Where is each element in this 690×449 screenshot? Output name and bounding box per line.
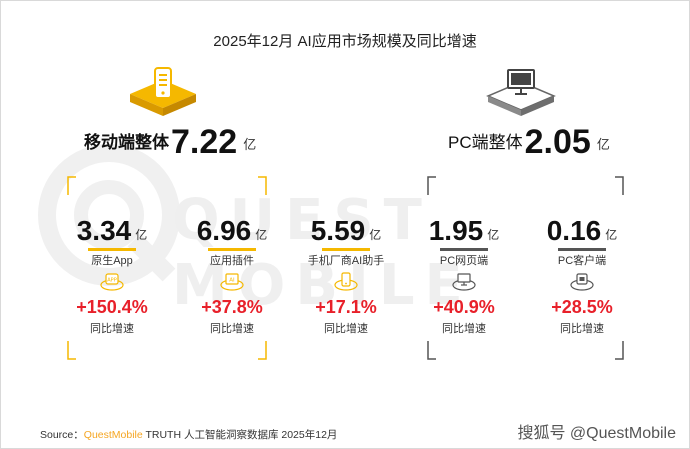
metric-name: 原生App — [91, 255, 133, 267]
pc-bracket-bottom-left — [427, 340, 437, 360]
metric-growth-label: 同比增速 — [210, 323, 254, 335]
metric-name: 应用插件 — [210, 255, 254, 267]
metric-underline — [440, 248, 488, 251]
client-app-icon — [570, 273, 594, 291]
mobile-bracket-top-right — [257, 176, 267, 196]
mobile-bracket-bottom-right — [257, 340, 267, 360]
source-rest: TRUTH 人工智能洞察数据库 2025年12月 — [142, 429, 338, 441]
metric-underline — [322, 248, 370, 251]
metric-value: 6.96 — [196, 215, 252, 246]
source-prefix: Source： — [40, 429, 84, 441]
metric-unit: 亿 — [135, 228, 148, 242]
chart-title: 2025年12月 AI应用市场规模及同比增速 — [213, 33, 477, 50]
mobile-total-unit: 亿 — [243, 137, 257, 152]
pc-bracket-top-right — [614, 176, 624, 196]
web-monitor-icon — [452, 273, 476, 291]
smartphone-icon — [130, 67, 196, 116]
metric-growth: +37.8% — [201, 297, 263, 317]
metric-unit: 亿 — [605, 228, 618, 242]
pc-total: PC端整体 2.05 亿 — [448, 125, 610, 159]
metric-name: 手机厂商AI助手 — [307, 255, 385, 267]
pc-total-label: PC端整体 — [448, 133, 523, 152]
mobile-bracket-bottom-left — [67, 340, 77, 360]
app-icon: APP — [100, 273, 124, 291]
pc-bracket-bottom-right — [614, 340, 624, 360]
monitor-icon — [486, 69, 556, 116]
metric-underline — [208, 248, 256, 251]
source-note: Source：QuestMobile TRUTH 人工智能洞察数据库 2025年… — [40, 427, 337, 442]
metric-pc-client: 0.16 亿 PC客户端 +28.5% 同比增速 — [526, 212, 638, 336]
metric-value: 3.34 — [76, 215, 132, 246]
mobile-total-label: 移动端整体 — [84, 133, 169, 152]
credit-watermark: 搜狐号 @QuestMobile — [517, 425, 676, 442]
pc-bracket-top-left — [427, 176, 437, 196]
metric-native-app: 3.34 亿 原生App APP +150.4% 同比增速 — [56, 212, 168, 336]
metric-growth-label: 同比增速 — [324, 323, 368, 335]
mobile-total-value: 7.22 — [171, 123, 238, 161]
metric-growth: +150.4% — [76, 297, 148, 317]
metric-underline — [558, 248, 606, 251]
metric-growth-label: 同比增速 — [442, 323, 486, 335]
phone-assistant-icon — [334, 272, 358, 291]
source-brand: QuestMobile — [83, 429, 143, 441]
metric-growth: +17.1% — [315, 297, 377, 317]
metric-unit: 亿 — [487, 228, 500, 242]
mobile-bracket-top-left — [67, 176, 77, 196]
metric-value: 1.95 — [428, 215, 484, 246]
pc-total-unit: 亿 — [596, 137, 610, 152]
pc-total-value: 2.05 — [524, 123, 591, 161]
metric-underline — [88, 248, 136, 251]
metric-name: PC网页端 — [439, 255, 489, 267]
metric-name: PC客户端 — [557, 255, 607, 267]
metric-value: 5.59 — [310, 215, 366, 246]
metric-growth-label: 同比增速 — [560, 323, 604, 335]
svg-text:AI: AI — [229, 278, 235, 284]
mobile-total: 移动端整体 7.22 亿 — [84, 125, 256, 159]
metric-growth: +40.9% — [433, 297, 495, 317]
ai-plugin-icon: AI — [220, 273, 244, 291]
metric-growth-label: 同比增速 — [90, 323, 134, 335]
metric-unit: 亿 — [369, 228, 382, 242]
svg-text:APP: APP — [107, 278, 116, 284]
metric-unit: 亿 — [255, 228, 268, 242]
metric-phone-ai-assistant: 5.59 亿 手机厂商AI助手 +17.1% 同比增速 — [290, 212, 402, 336]
metric-value: 0.16 — [546, 215, 602, 246]
metric-growth: +28.5% — [551, 297, 613, 317]
metric-app-plugin: 6.96 亿 应用插件 AI +37.8% 同比增速 — [176, 212, 288, 336]
metric-pc-web: 1.95 亿 PC网页端 +40.9% 同比增速 — [408, 212, 520, 336]
